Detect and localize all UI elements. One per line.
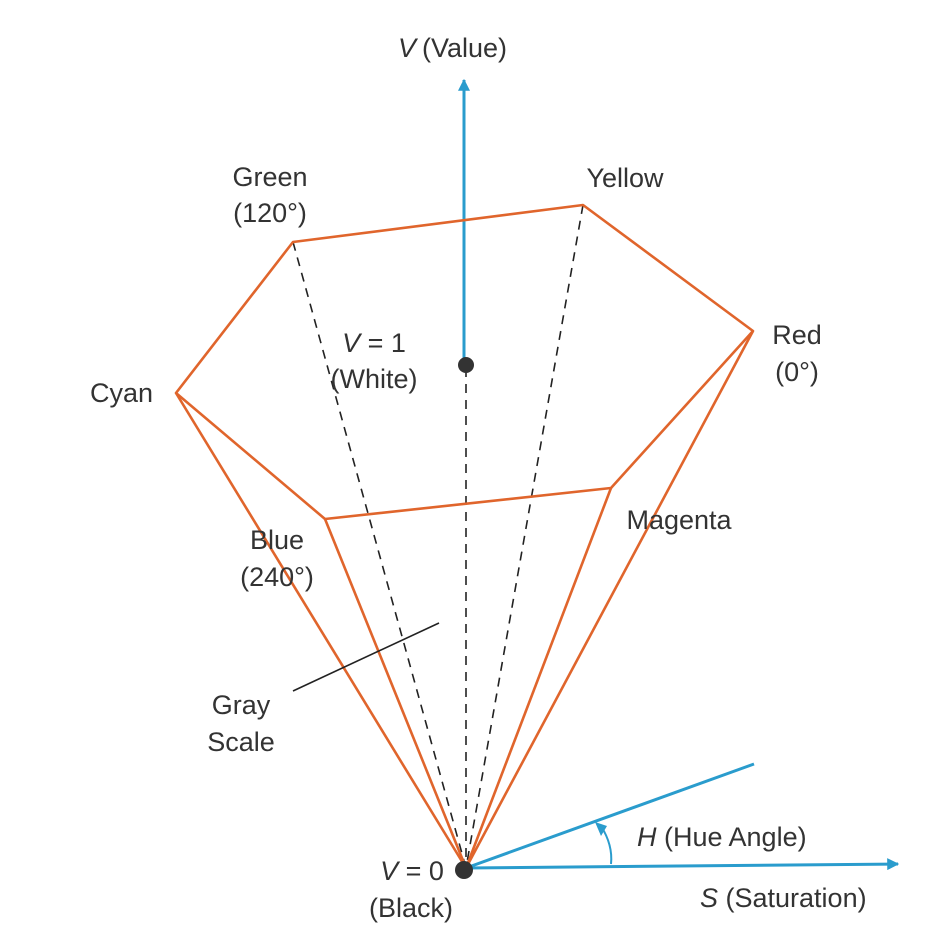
edge-blue-apex bbox=[323, 518, 468, 869]
black-point bbox=[455, 861, 473, 879]
black-value-label: V = 0 bbox=[380, 856, 444, 886]
value-axis-label: V (Value) bbox=[398, 33, 507, 63]
black-label: (Black) bbox=[369, 893, 453, 923]
gray-scale-label-1: Gray bbox=[212, 690, 271, 720]
hidden-edges bbox=[292, 204, 584, 869]
dashed-line-yellow bbox=[465, 204, 584, 869]
dashed-line-green bbox=[292, 241, 467, 869]
white-value-label: V = 1 bbox=[342, 328, 406, 358]
blue-label: Blue bbox=[250, 525, 304, 555]
saturation-axis-arrow bbox=[465, 858, 900, 871]
edge-cyan-apex bbox=[174, 392, 468, 869]
edge-red-apex bbox=[464, 330, 755, 869]
hue-reference-line bbox=[465, 762, 755, 870]
gray-scale-label-2: Scale bbox=[207, 727, 275, 757]
green-angle-label: (120°) bbox=[233, 198, 307, 228]
blue-angle-label: (240°) bbox=[240, 562, 314, 592]
green-label: Green bbox=[232, 162, 307, 192]
hue-angle-label: H (Hue Angle) bbox=[637, 822, 807, 852]
red-label: Red bbox=[772, 320, 822, 350]
hue-angle-arrowhead bbox=[595, 822, 607, 836]
gray-scale-pointer bbox=[292, 622, 440, 692]
white-point bbox=[458, 357, 474, 373]
cyan-label: Cyan bbox=[90, 378, 153, 408]
red-angle-label: (0°) bbox=[775, 357, 819, 387]
yellow-label: Yellow bbox=[586, 163, 664, 193]
edge-magenta-apex bbox=[464, 487, 613, 869]
hexcone bbox=[174, 203, 755, 869]
white-label: (White) bbox=[331, 364, 418, 394]
magenta-label: Magenta bbox=[626, 505, 732, 535]
saturation-label: S (Saturation) bbox=[700, 883, 867, 913]
